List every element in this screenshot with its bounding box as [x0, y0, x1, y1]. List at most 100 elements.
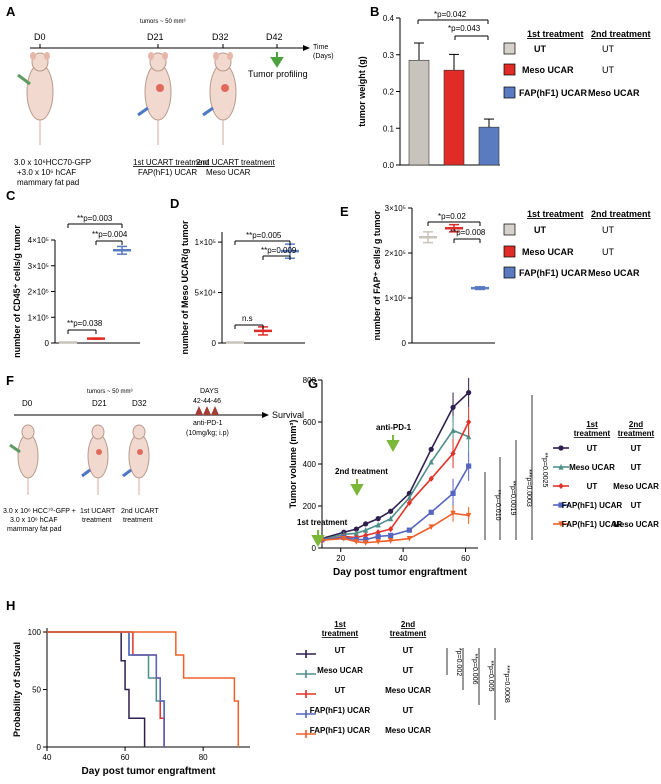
chart-d: 0 5×10⁴ 1×10⁵ number of Meso UCAR/g tumor	[180, 220, 305, 355]
y-tick-label: 400	[303, 460, 317, 469]
annot-anti-pd1: anti-PD-1	[376, 423, 412, 432]
data-point	[428, 458, 434, 465]
y-axis-label: Tumor volume (mm³)	[288, 420, 298, 509]
y-tick-label: 0	[312, 544, 317, 553]
timeline-arrow	[303, 45, 310, 51]
legend-first: Meso UCAR	[522, 65, 574, 75]
legend-first: FAP(hF1) UCAR	[310, 726, 371, 735]
legend-second: Meso UCAR	[588, 88, 640, 98]
y-tick-label: 50	[32, 686, 41, 695]
y-axis-label: Probability of Survival	[12, 642, 22, 737]
mouse-icon	[17, 52, 54, 145]
panel-label-d: D	[170, 196, 179, 211]
sig-h3: **p=0.005	[487, 661, 494, 692]
data-point	[363, 537, 369, 543]
y-axis-label: number of Meso UCAR/g tumor	[180, 220, 190, 354]
sig-c3: **p=0.038	[67, 319, 103, 328]
series-line	[321, 421, 470, 542]
legend-header-1: 1st treatment	[527, 29, 584, 39]
label-d0: D0	[22, 399, 33, 408]
mouse-icon	[137, 52, 172, 145]
legend-second: Meso UCAR	[613, 520, 659, 529]
treat1-value: FAP(hF1) UCAR	[138, 168, 197, 177]
label-time: Time	[313, 44, 328, 51]
data-point	[428, 446, 434, 452]
panel-label-a: A	[6, 4, 16, 19]
legend-first: FAP(hF1) UCAR	[310, 706, 371, 715]
tumor-size-note: tumors ~ 50 mm³	[87, 389, 133, 395]
mouse-icon	[202, 52, 237, 145]
data-point	[450, 510, 456, 517]
y-tick-label: 3×10⁵	[385, 204, 406, 213]
legend-second: UT	[631, 463, 642, 472]
legend-h: UT UT Meso UCAR UT UT Meso UCAR FAP(hF1) UCAR U…	[296, 646, 431, 738]
legend-swatch	[503, 86, 516, 99]
cells-line1: 3.0 x 10⁶HCC70-GFP	[14, 158, 91, 167]
legend-second: Meso UCAR	[385, 686, 431, 695]
legend-first: Meso UCAR	[569, 463, 615, 472]
x-tick-label: 40	[399, 554, 408, 563]
mouse-icon	[122, 424, 150, 495]
legend-header-2: 2nd treatment	[591, 209, 651, 219]
label-survival: Survival	[272, 410, 304, 420]
profiling-arrow-icon	[270, 52, 284, 68]
legend-second: UT	[403, 646, 414, 655]
legend-header-2b: treatment	[390, 629, 427, 638]
arrow-down-icon	[350, 479, 364, 497]
x-axis-label: Day post tumor engraftment	[333, 567, 468, 578]
y-tick-label: 0.2	[383, 88, 395, 97]
treat1-line1: 1st UCART	[80, 508, 116, 515]
legend-second: UT	[403, 706, 414, 715]
label-profiling: Tumor profiling	[248, 69, 308, 79]
legend-header-1: 1st treatment	[527, 209, 584, 219]
data-point	[406, 535, 412, 542]
y-tick-label: 1×10⁵	[28, 313, 49, 322]
y-tick-label: 3×10⁵	[28, 262, 49, 271]
treat2-line2: treatment	[123, 517, 153, 524]
y-tick-label: 5×10⁴	[195, 289, 217, 298]
data-point	[466, 512, 472, 519]
bar	[408, 59, 430, 166]
legend-second: UT	[403, 666, 414, 675]
legend-header-2: 2nd treatment	[591, 29, 651, 39]
x-tick-label: 60	[121, 753, 130, 762]
legend-second: UT	[602, 44, 614, 54]
mouse-icon	[81, 424, 109, 495]
legend-marker	[558, 502, 564, 508]
legend-first: UT	[534, 225, 546, 235]
panel-a: A tumors ~ 50 mm³ D0 D21 D32 D42 Time (D…	[6, 4, 334, 187]
data-point	[450, 404, 456, 410]
data-point	[406, 527, 412, 533]
label-days: DAYS	[200, 388, 219, 395]
sig-g3: ***p=0.0003	[525, 469, 532, 507]
survival-curve	[47, 631, 165, 747]
survival-curve	[47, 631, 146, 747]
data-point	[375, 533, 381, 540]
sig-e1: *p=0.02	[438, 212, 466, 221]
injection-marker-icon	[203, 406, 211, 415]
data-point	[353, 526, 359, 532]
annot-first-treatment: 1st treatment	[297, 518, 348, 527]
data-point	[363, 521, 369, 527]
data-point	[388, 508, 394, 514]
sig-b1: *p=0.042	[434, 10, 467, 19]
panel-label-b: B	[370, 4, 379, 19]
label-d32: D32	[212, 32, 229, 42]
y-tick-label: 0	[45, 339, 50, 348]
series-line	[321, 429, 469, 541]
y-tick-label: 2×10⁵	[28, 288, 49, 297]
data-point	[353, 539, 359, 545]
label-d21: D21	[147, 32, 164, 42]
label-d21: D21	[92, 399, 107, 408]
label-d0: D0	[34, 32, 46, 42]
label-d42: D42	[266, 32, 283, 42]
x-tick-label: 20	[336, 554, 345, 563]
data-point	[450, 427, 456, 433]
legend-second: UT	[631, 501, 642, 510]
panel-label-h: H	[6, 598, 15, 613]
legend-swatch	[503, 266, 516, 279]
cells-line3: mammary fat pad	[17, 178, 79, 187]
legend-second: Meso UCAR	[613, 482, 659, 491]
survival-curve	[47, 631, 165, 747]
legend-first: FAP(hF1) UCAR	[562, 501, 623, 510]
